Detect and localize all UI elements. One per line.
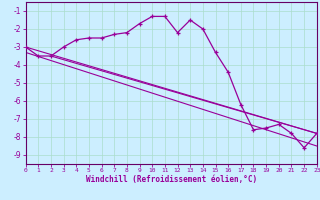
X-axis label: Windchill (Refroidissement éolien,°C): Windchill (Refroidissement éolien,°C) — [86, 175, 257, 184]
